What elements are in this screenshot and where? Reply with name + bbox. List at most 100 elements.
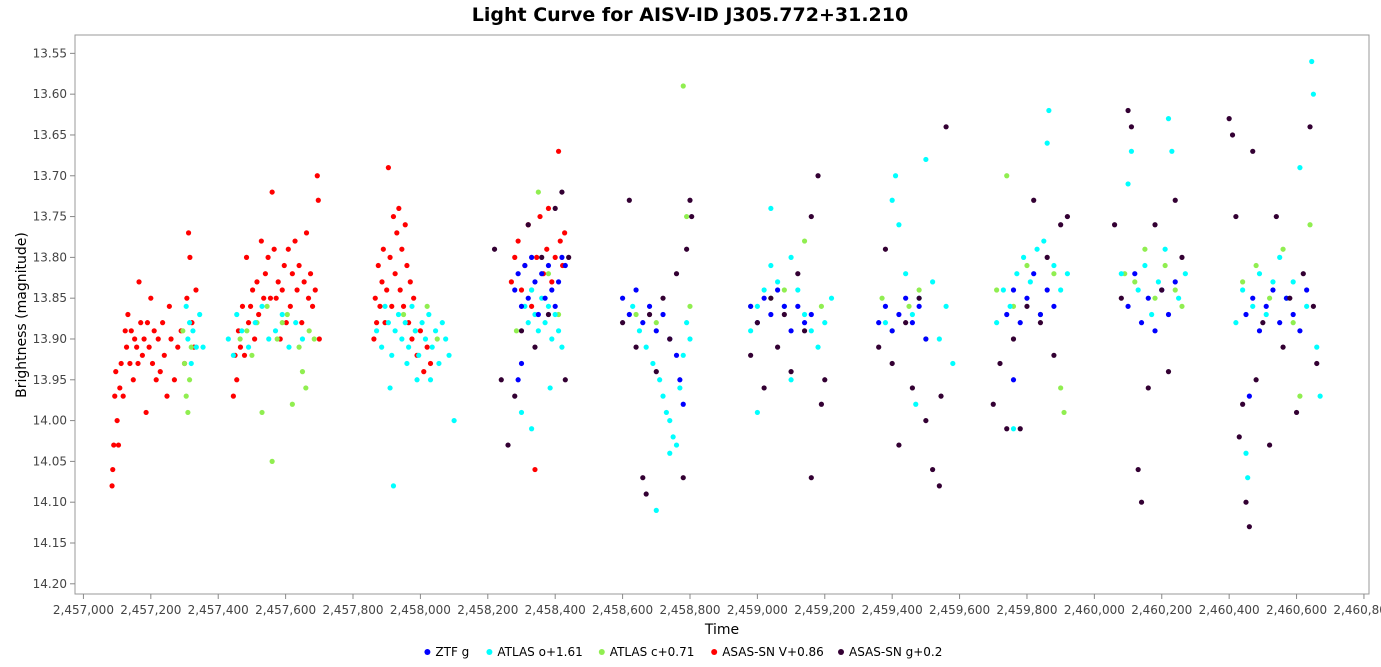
data-point [1172, 287, 1178, 293]
data-point [903, 271, 909, 277]
data-point [1297, 165, 1303, 171]
data-point [377, 303, 383, 309]
data-point [646, 311, 653, 318]
data-point [748, 303, 754, 309]
x-tick-label: 2,458,400 [525, 603, 586, 617]
data-point [815, 173, 821, 179]
data-point [1169, 148, 1175, 154]
data-point [562, 262, 568, 269]
y-tick-label: 13.65 [33, 128, 67, 142]
data-point [183, 393, 189, 399]
data-point [275, 279, 281, 285]
data-point [1024, 295, 1030, 301]
data-point [545, 303, 552, 309]
data-point [171, 377, 178, 383]
data-point [768, 295, 774, 301]
data-point [1142, 262, 1148, 269]
data-point [896, 311, 902, 318]
data-point [936, 483, 942, 489]
data-point [289, 271, 295, 277]
data-point [390, 213, 397, 220]
data-point [1270, 279, 1276, 285]
data-point [279, 320, 285, 326]
data-point [673, 352, 680, 358]
data-point [249, 352, 255, 358]
data-point [1253, 262, 1259, 269]
data-point [684, 213, 690, 220]
data-point [663, 409, 669, 416]
data-point [389, 352, 395, 358]
data-point [892, 173, 899, 179]
data-point [815, 344, 821, 350]
data-point [923, 336, 929, 342]
data-point [1155, 279, 1161, 285]
data-point [284, 311, 290, 318]
data-point [411, 295, 417, 301]
data-point [266, 336, 272, 342]
data-point [1165, 369, 1172, 375]
data-point [512, 393, 518, 399]
data-point [252, 336, 258, 342]
data-point [120, 393, 126, 399]
data-point [498, 377, 504, 383]
data-point [373, 320, 380, 326]
data-point [1236, 434, 1242, 440]
data-point [1037, 311, 1044, 318]
data-point [1159, 287, 1165, 293]
data-point [264, 303, 270, 309]
data-point [141, 336, 147, 342]
data-point [1058, 385, 1064, 391]
data-point [1125, 181, 1131, 187]
data-point [667, 336, 673, 342]
data-point [1310, 303, 1316, 309]
data-point [660, 295, 666, 301]
data-points [109, 58, 1323, 530]
data-point [185, 336, 191, 342]
data-point [990, 401, 996, 407]
data-point [1004, 311, 1010, 318]
data-point [272, 328, 279, 334]
data-point [1314, 360, 1320, 367]
data-point [109, 483, 115, 489]
data-point [379, 279, 385, 285]
data-point [1152, 328, 1158, 334]
data-point [184, 295, 190, 301]
data-point [673, 271, 680, 277]
data-point [1027, 279, 1033, 285]
data-point [1240, 279, 1246, 285]
data-point [643, 344, 649, 350]
data-point [1172, 279, 1178, 285]
data-point [419, 320, 425, 326]
data-point [882, 303, 889, 309]
data-point [279, 311, 285, 318]
data-point [994, 320, 1000, 326]
data-point [392, 328, 398, 334]
data-point [1064, 213, 1071, 220]
y-axis-label: Brightness (magnitude) [14, 232, 30, 398]
data-point [1132, 279, 1138, 285]
data-point [518, 287, 525, 293]
data-point [1010, 377, 1017, 383]
data-point [1280, 246, 1286, 252]
data-point [660, 393, 666, 399]
data-point [190, 328, 196, 334]
data-point [1246, 524, 1252, 530]
data-point [406, 344, 412, 350]
data-point [515, 271, 521, 277]
y-tick-label: 14.05 [33, 454, 67, 468]
data-point [828, 295, 835, 301]
data-point [1034, 246, 1040, 252]
data-point [1142, 246, 1148, 252]
data-point [395, 311, 402, 318]
series-atlas-o-1-61 [183, 58, 1323, 513]
data-point [1256, 328, 1263, 334]
data-point [258, 238, 264, 244]
legend-label: ATLAS o+1.61 [497, 645, 582, 659]
data-point [1287, 295, 1293, 301]
data-point [950, 360, 956, 367]
data-point [673, 442, 680, 448]
data-point [1253, 377, 1259, 383]
data-point [1260, 320, 1266, 326]
data-point [544, 246, 550, 252]
x-tick-label: 2,460,000 [1064, 603, 1125, 617]
